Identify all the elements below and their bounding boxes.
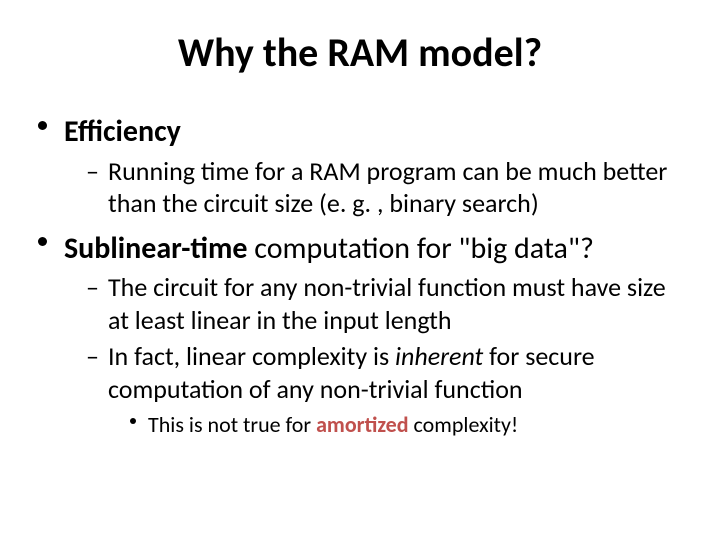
text-run: Sublinear-time bbox=[64, 230, 247, 267]
text-run: Efficiency bbox=[64, 113, 181, 150]
bullet-dot-icon bbox=[38, 237, 47, 246]
sub-list: –Running time for a RAM program can be m… bbox=[64, 155, 688, 220]
list-item: –In fact, linear complexity is inherent … bbox=[86, 340, 688, 439]
sub-list: –The circuit for any non-trivial functio… bbox=[64, 271, 688, 439]
text-run: This is not true for bbox=[148, 411, 316, 438]
text-run: In fact, linear complexity is bbox=[108, 340, 395, 372]
slide-title: Why the RAM model? bbox=[32, 28, 688, 77]
bullet-dash-icon: – bbox=[86, 271, 99, 303]
list-item-text: This is not true for amortized complexit… bbox=[148, 411, 688, 439]
list-item-text: Running time for a RAM program can be mu… bbox=[108, 155, 688, 220]
bullet-dot-icon bbox=[38, 121, 47, 130]
text-run: Running time for a RAM program can be mu… bbox=[108, 155, 667, 220]
bullet-list: Efficiency–Running time for a RAM progra… bbox=[32, 113, 688, 439]
text-run: inherent bbox=[395, 340, 483, 372]
bullet-dash-icon: – bbox=[86, 340, 99, 372]
bullet-dash-icon: – bbox=[86, 155, 99, 187]
list-item-text: In fact, linear complexity is inherent f… bbox=[108, 340, 688, 405]
list-item: Sublinear-time computation for "big data… bbox=[38, 230, 688, 439]
list-item: Efficiency –Running time for a RAM progra… bbox=[38, 113, 688, 220]
list-item: –Running time for a RAM program can be m… bbox=[86, 155, 688, 220]
list-item-text: The circuit for any non-trivial function… bbox=[108, 271, 688, 336]
text-run: amortized bbox=[316, 411, 409, 438]
bullet-dot-icon bbox=[130, 418, 136, 424]
slide: Why the RAM model? Efficiency–Running ti… bbox=[0, 0, 720, 540]
list-item-text: Efficiency bbox=[64, 113, 688, 151]
list-item-text: Sublinear-time computation for "big data… bbox=[64, 230, 688, 268]
list-item: This is not true for amortized complexit… bbox=[130, 411, 688, 439]
sub-sub-list: This is not true for amortized complexit… bbox=[108, 411, 688, 439]
text-run: complexity! bbox=[409, 411, 519, 438]
list-item: –The circuit for any non-trivial functio… bbox=[86, 271, 688, 336]
text-run: The circuit for any non-trivial function… bbox=[108, 271, 666, 336]
text-run: computation for "big data"? bbox=[247, 230, 593, 267]
